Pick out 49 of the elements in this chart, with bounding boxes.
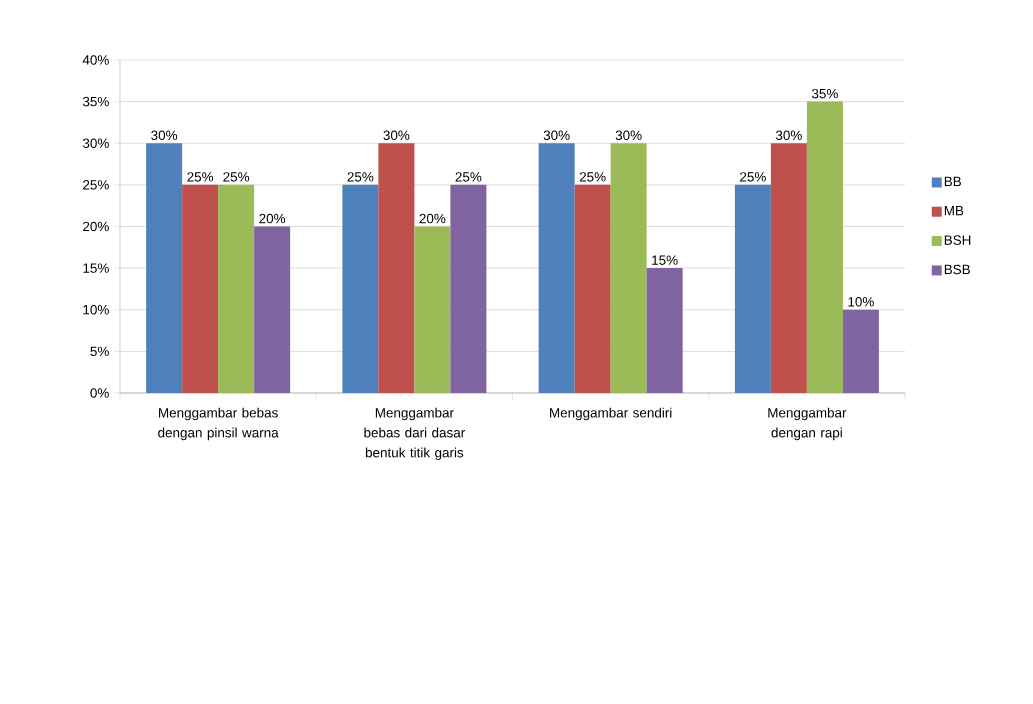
legend-label: BSB [944, 264, 970, 275]
bar [574, 184, 611, 393]
data-label: 25% [579, 172, 606, 182]
x-tick-label: Menggambar dengan rapi [768, 407, 847, 441]
data-label: 30% [775, 130, 802, 141]
data-label: 25% [455, 172, 482, 182]
data-label: 35% [811, 88, 838, 99]
data-label: 30% [615, 130, 642, 141]
data-label: 15% [652, 255, 678, 265]
data-label: 25% [187, 172, 214, 182]
data-label: 20% [419, 213, 446, 224]
bar [182, 184, 219, 393]
y-tick-label: 10% [83, 304, 109, 315]
data-label: 25% [223, 172, 250, 182]
x-tick-label: Menggambar bebas dengan pinsil warna [158, 407, 279, 441]
data-label: 10% [848, 297, 874, 307]
legend-label: BSH [944, 235, 971, 245]
bar [646, 268, 683, 393]
data-label: 30% [543, 130, 570, 141]
y-tick-label: 30% [82, 138, 109, 148]
legend-label: BB [944, 176, 961, 187]
bar [770, 143, 807, 393]
data-label: 30% [383, 130, 410, 141]
bar [842, 309, 879, 393]
bar [734, 184, 771, 393]
x-tick-label: Menggambar sendiri [550, 407, 672, 421]
bar [610, 143, 647, 393]
bar [414, 226, 451, 393]
y-tick-label: 15% [83, 263, 109, 273]
bar [378, 143, 415, 393]
y-tick-label: 5% [90, 346, 109, 357]
bar [146, 143, 183, 393]
data-label: 30% [151, 130, 178, 141]
bar [342, 184, 379, 393]
y-tick-label: 0% [90, 388, 109, 398]
bar [538, 143, 575, 393]
y-tick-label: 40% [82, 55, 109, 65]
data-label: 25% [740, 172, 766, 182]
x-tick-label: Menggambar bebas dari dasar bentuk titik garis [364, 407, 465, 461]
y-tick-label: 20% [83, 221, 109, 232]
bar [450, 184, 487, 393]
y-tick-label: 35% [82, 96, 109, 107]
bar [254, 226, 291, 393]
y-tick-label: 25% [83, 180, 109, 190]
bar [218, 184, 255, 393]
data-label: 20% [259, 213, 286, 224]
data-label: 25% [347, 172, 374, 182]
bar [806, 101, 843, 393]
legend-label: MB [944, 206, 964, 216]
